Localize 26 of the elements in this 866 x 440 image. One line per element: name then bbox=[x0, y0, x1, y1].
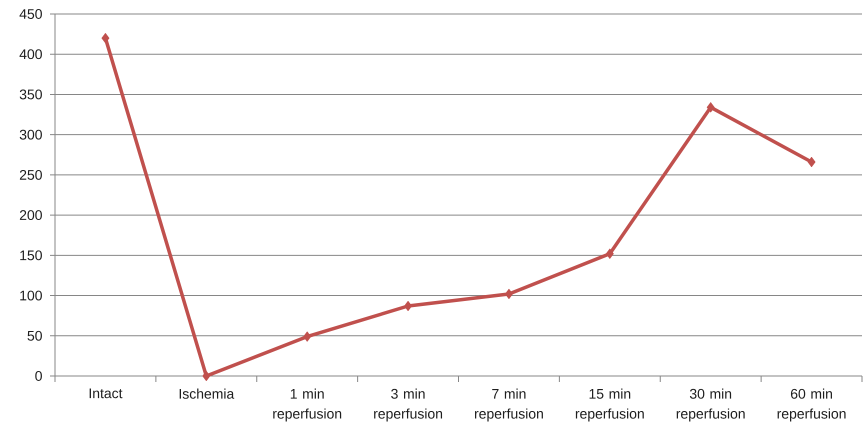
y-tick-label: 50 bbox=[28, 330, 42, 341]
point bbox=[606, 248, 614, 259]
x-tick-label: Ischemia bbox=[180, 388, 234, 399]
x-tick-label: 30 min reperfusion bbox=[676, 388, 745, 422]
y-tick-label: 150 bbox=[20, 250, 42, 260]
y-tick-label: 350 bbox=[20, 89, 42, 100]
x-tick-label: 15 min reperfusion bbox=[576, 388, 644, 422]
y-tick-label: 300 bbox=[20, 130, 42, 140]
x-tick-label: 7 min reperfusion bbox=[474, 388, 543, 422]
y-tick-label: 200 bbox=[20, 210, 42, 220]
point bbox=[303, 331, 312, 342]
x-tick-label: 3 min reperfusion bbox=[374, 388, 442, 422]
x-tick-label: Intact bbox=[90, 388, 122, 398]
point bbox=[101, 32, 110, 44]
y-tick-label: 100 bbox=[20, 290, 42, 300]
point bbox=[404, 300, 412, 312]
y-tick-label: 0 bbox=[35, 371, 42, 381]
point bbox=[808, 156, 816, 168]
point bbox=[706, 102, 715, 113]
x-tick-label: 60 min reperfusion bbox=[778, 388, 846, 422]
y-tick-label: 400 bbox=[20, 49, 42, 60]
point bbox=[202, 370, 210, 382]
x-tick-label: 1 min reperfusion bbox=[273, 388, 342, 422]
point bbox=[504, 288, 513, 300]
y-tick-label: 250 bbox=[20, 170, 42, 180]
y-tick-label: 450 bbox=[20, 9, 42, 19]
